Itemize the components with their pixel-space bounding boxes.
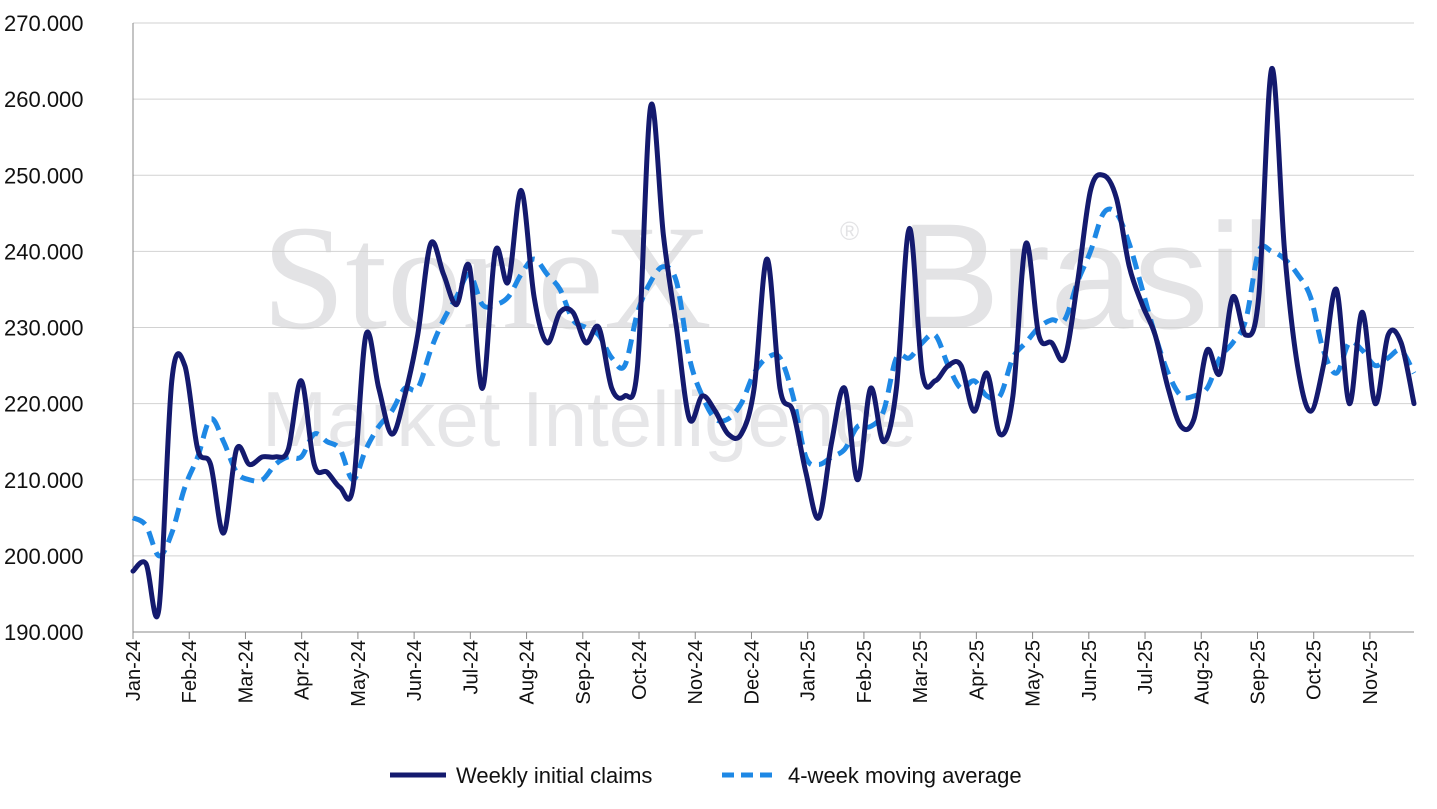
x-tick-label: Dec-24 (741, 640, 763, 704)
x-tick-label: Oct-25 (1304, 640, 1326, 700)
series-4-week-moving-average-line (131, 206, 1417, 559)
x-tick-label: Jul-25 (1135, 640, 1157, 694)
y-tick-label: 210.000 (4, 468, 84, 493)
x-tick-label: Aug-24 (517, 640, 539, 705)
grid (133, 22, 1414, 557)
x-tick-label: Jul-24 (460, 640, 482, 694)
y-tick-label: 200.000 (4, 544, 84, 569)
y-axis: 190.000 200.000 210.000 220.000 230.000 240.0… (4, 11, 1414, 645)
x-tick-label: May-24 (348, 640, 370, 707)
x-tick-label: Oct-24 (629, 640, 651, 700)
x-tick-label: Aug-25 (1191, 640, 1213, 705)
x-tick-label: Sep-24 (573, 640, 595, 705)
legend-item-weekly-initial-claims: Weekly initial claims (390, 763, 652, 788)
y-tick-label: 240.000 (4, 239, 84, 264)
watermark-subtitle: Market Intelligence (262, 375, 917, 463)
x-tick-label: Feb-25 (854, 640, 876, 703)
y-tick-label: 190.000 (4, 620, 84, 645)
x-tick-label: Sep-25 (1247, 640, 1269, 705)
x-tick-label: Jan-24 (123, 640, 145, 701)
x-tick-label: Mar-25 (910, 640, 932, 703)
x-tick-label: Nov-24 (685, 640, 707, 704)
legend-item-4-week-moving-average: 4-week moving average (722, 763, 1022, 788)
x-tick-label: Feb-24 (179, 640, 201, 703)
y-tick-label: 230.000 (4, 316, 84, 341)
watermark: StoneX ® Brasil Market Intelligence (262, 192, 1275, 463)
x-tick-label: Nov-25 (1360, 640, 1382, 704)
y-tick-label: 220.000 (4, 392, 84, 417)
legend-label: 4-week moving average (788, 763, 1022, 788)
y-tick-label: 260.000 (4, 87, 84, 112)
x-tick-label: Apr-24 (292, 640, 314, 700)
series-weekly-initial-claims-line (130, 66, 1417, 620)
y-tick-label: 270.000 (4, 11, 84, 36)
x-tick-label: Jun-25 (1079, 640, 1101, 701)
legend-label: Weekly initial claims (456, 763, 652, 788)
series-layer (130, 66, 1417, 620)
x-axis: Jan-24 Feb-24 Mar-24 Apr-24 May-24 Jun-24 Jul-… (123, 632, 1382, 707)
x-tick-label: Mar-24 (235, 640, 257, 703)
x-tick-label: Apr-25 (966, 640, 988, 700)
x-tick-label: May-25 (1023, 640, 1045, 707)
y-tick-label: 250.000 (4, 163, 84, 188)
x-tick-label: Jun-24 (404, 640, 426, 701)
watermark-registered-mark: ® (840, 216, 859, 246)
x-tick-label: Jan-25 (798, 640, 820, 701)
legend: Weekly initial claims 4-week moving avera… (390, 763, 1022, 788)
